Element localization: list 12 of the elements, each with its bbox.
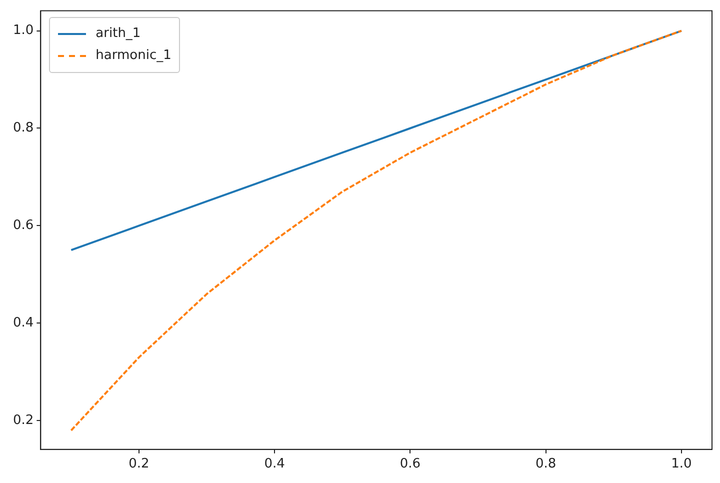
y-tick-label: 1.0 xyxy=(12,23,34,38)
x-tick-label: 0.4 xyxy=(264,456,285,472)
x-tick-label: 0.2 xyxy=(128,456,150,472)
y-tick-label: 0.2 xyxy=(12,413,34,428)
legend-label: arith_1 xyxy=(96,26,141,42)
legend-label: harmonic_1 xyxy=(96,48,172,64)
x-tick-label: 1.0 xyxy=(671,456,692,472)
x-tick-label: 0.6 xyxy=(400,456,421,472)
y-tick-label: 0.6 xyxy=(12,218,34,234)
y-tick-label: 0.4 xyxy=(12,316,34,331)
x-tick-label: 0.8 xyxy=(536,456,556,472)
y-tick-label: 0.8 xyxy=(12,120,34,136)
